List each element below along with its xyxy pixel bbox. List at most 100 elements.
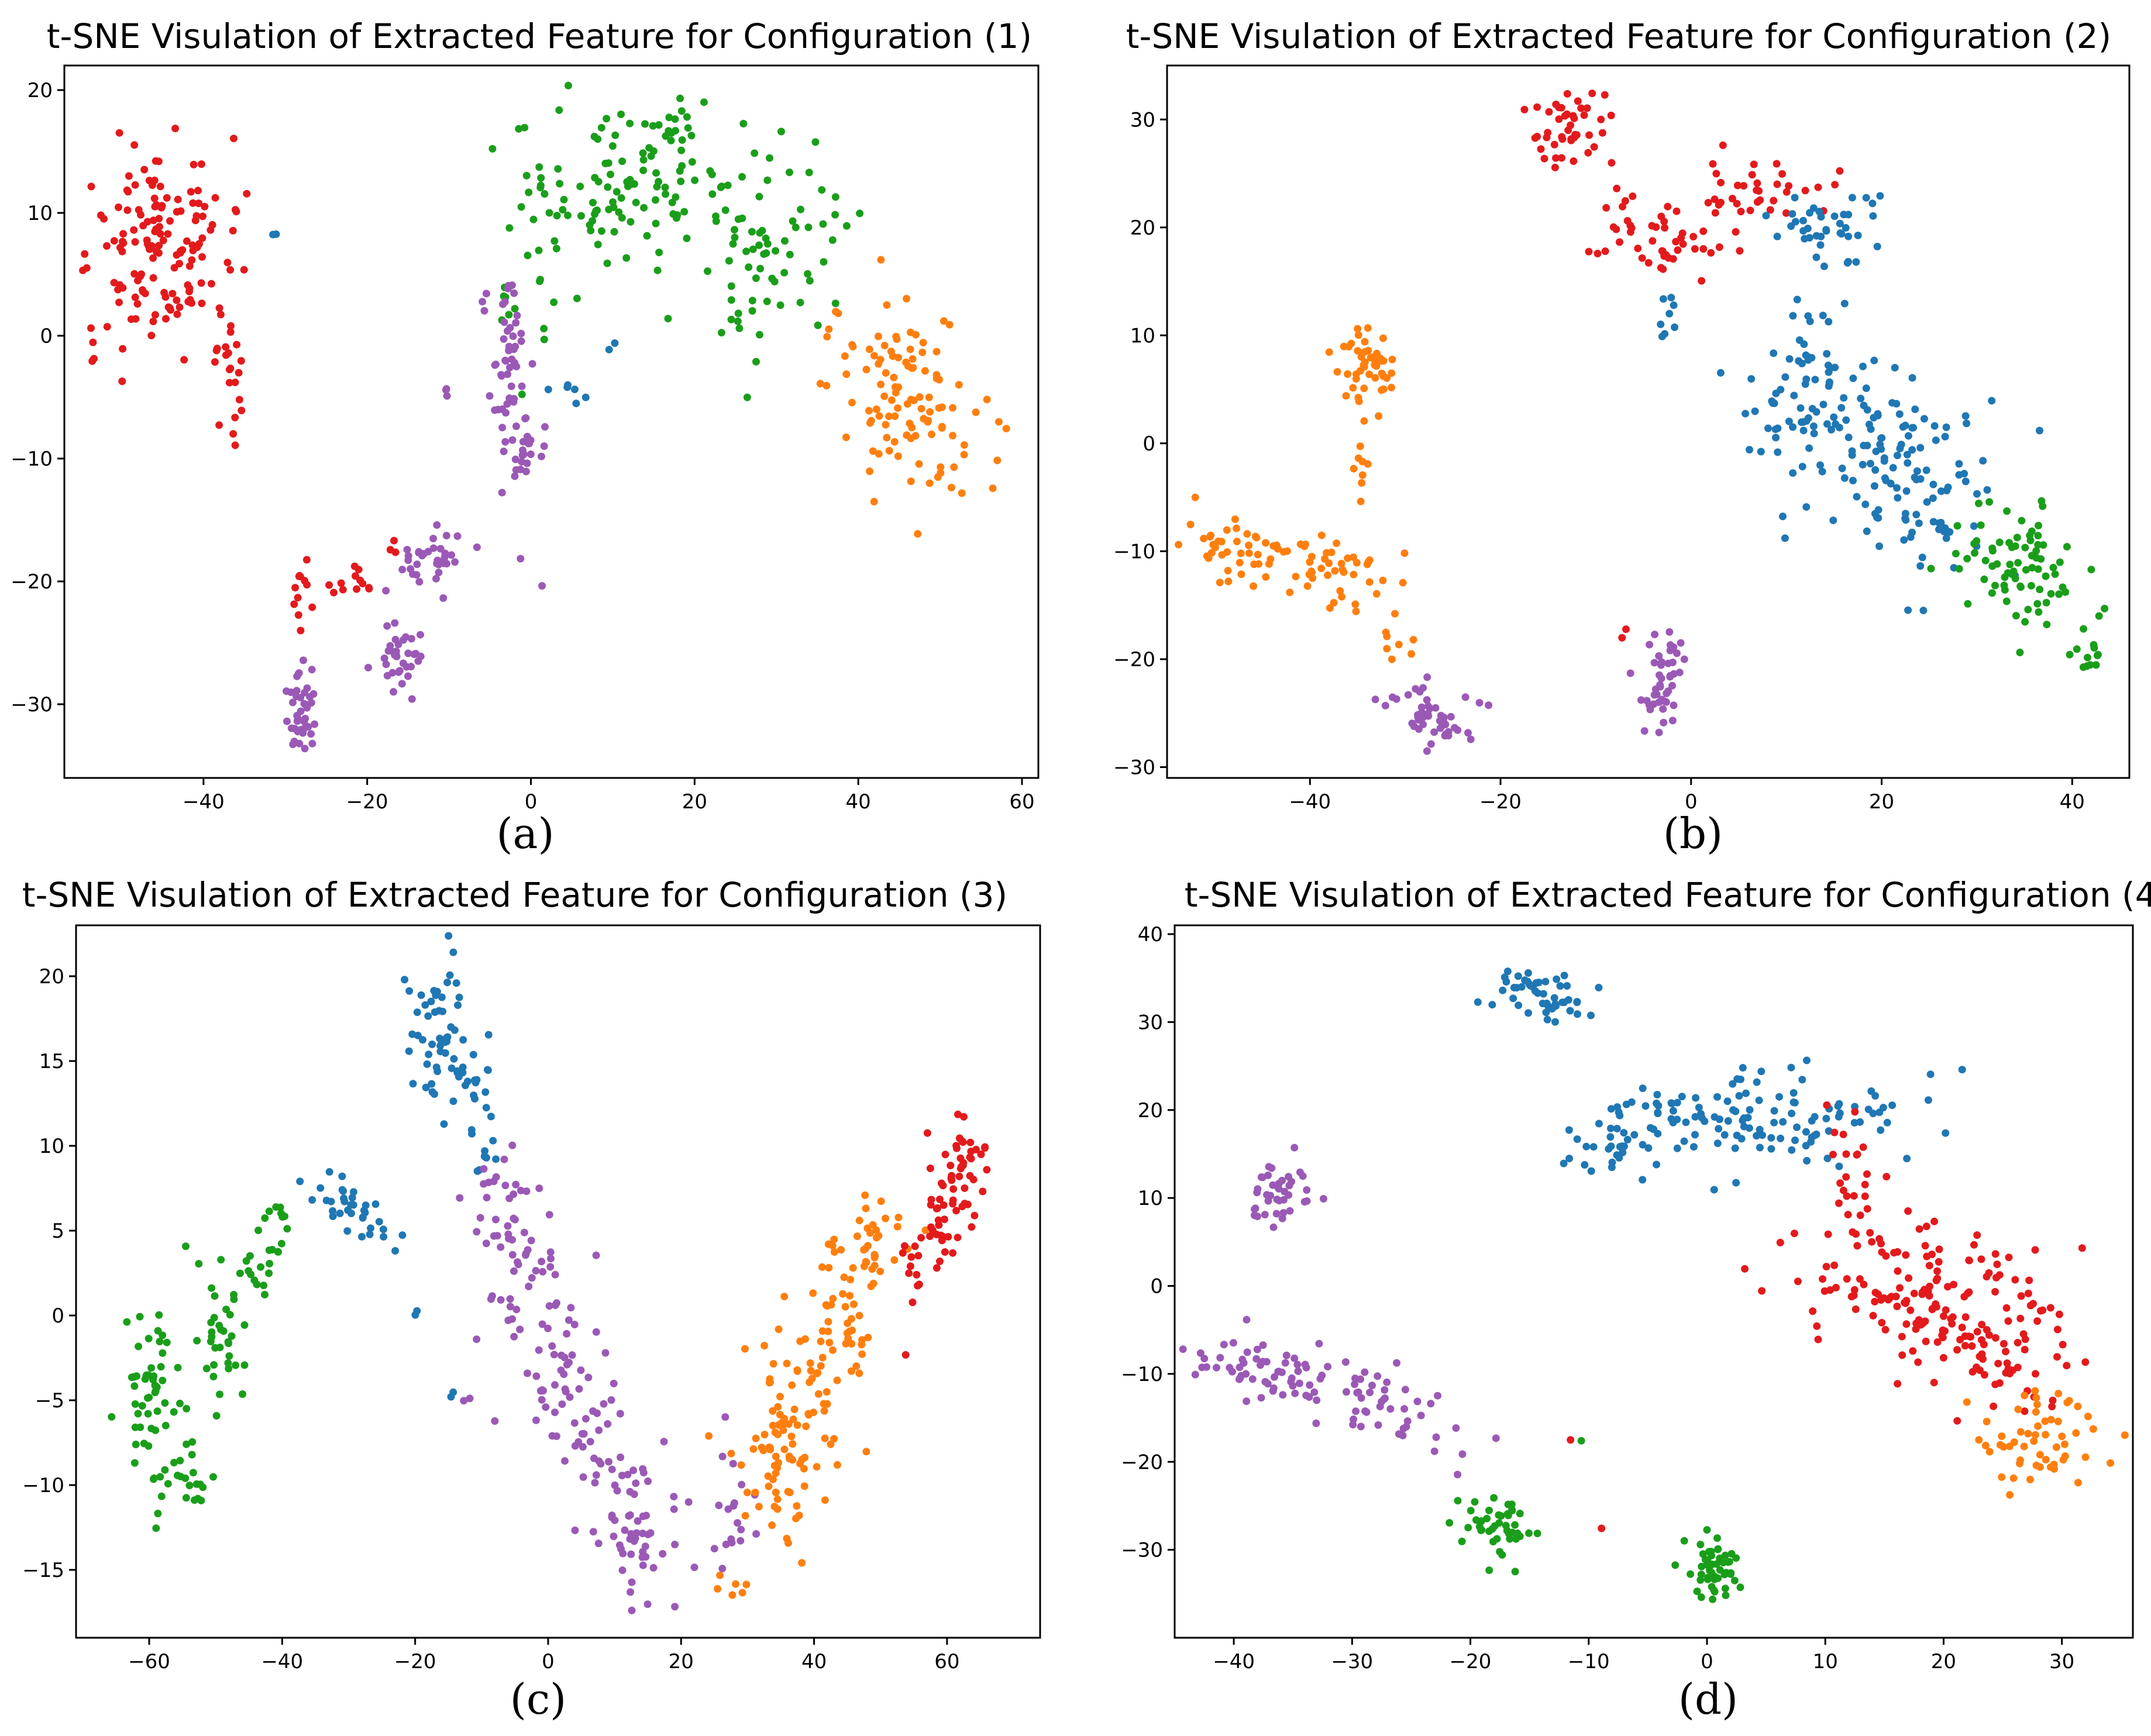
scatter-point [1762, 212, 1770, 220]
scatter-point [1354, 325, 1362, 333]
scatter-point [538, 1396, 546, 1404]
scatter-point [917, 405, 925, 413]
scatter-point [844, 1334, 852, 1342]
scatter-point [1381, 1394, 1389, 1402]
scatter-point [2014, 1406, 2022, 1413]
scatter-point [544, 385, 552, 394]
scatter-point [1830, 1261, 1839, 1269]
scatter-point [157, 1363, 165, 1371]
scatter-point [935, 1196, 944, 1203]
scatter-point [593, 1409, 601, 1417]
scatter-point [727, 282, 735, 290]
scatter-point [1709, 160, 1717, 168]
scatter-point [2080, 625, 2088, 633]
scatter-point [119, 345, 127, 353]
scatter-point [119, 284, 127, 292]
scatter-point [824, 1318, 832, 1326]
scatter-point [1289, 1382, 1297, 1390]
scatter-point [518, 457, 526, 466]
scatter-point [662, 132, 670, 140]
scatter-point [777, 128, 785, 136]
scatter-point [1543, 1001, 1551, 1009]
scatter-point [634, 1517, 642, 1525]
scatter-point [1836, 167, 1844, 175]
scatter-point [825, 325, 833, 333]
scatter-point [2016, 649, 2024, 656]
scatter-point [1983, 1273, 1991, 1281]
scatter-point [1296, 1168, 1304, 1176]
scatter-point [238, 407, 246, 415]
scatter-point [207, 1318, 215, 1327]
scatter-point [627, 218, 635, 226]
scatter-point [266, 1259, 274, 1267]
scatter-point [510, 289, 518, 297]
scatter-point [1454, 1470, 1462, 1479]
scatter-point [1948, 1320, 1956, 1328]
scatter-point [831, 193, 839, 201]
scatter-point [1312, 1419, 1320, 1427]
scatter-point [1894, 1248, 1902, 1256]
scatter-point [2002, 1304, 2011, 1312]
scatter-point [1895, 410, 1904, 418]
scatter-point [1651, 631, 1659, 639]
scatter-point [504, 327, 511, 335]
scatter-point [683, 235, 691, 242]
scatter-point [1902, 1320, 1911, 1328]
scatter-point [1716, 1115, 1723, 1124]
scatter-point [451, 558, 459, 566]
scatter-point [639, 166, 648, 174]
scatter-point [1724, 1117, 1732, 1125]
scatter-point [1254, 550, 1262, 559]
scatter-point [617, 194, 625, 202]
scatter-point [125, 172, 133, 180]
scatter-point [1379, 334, 1387, 342]
scatter-point [938, 424, 946, 432]
scatter-point [627, 1530, 635, 1538]
scatter-point [1665, 309, 1674, 318]
scatter-point [1874, 410, 1882, 418]
scatter-point [1504, 1500, 1512, 1508]
scatter-point [229, 226, 237, 235]
scatter-point [124, 188, 132, 196]
scatter-point [565, 1316, 573, 1324]
scatter-point [818, 1353, 827, 1362]
scatter-point [308, 1196, 316, 1204]
scatter-point [869, 1279, 877, 1287]
scatter-point [471, 1076, 479, 1084]
scatter-point [1777, 1134, 1785, 1142]
scatter-point [240, 1321, 249, 1329]
scatter-point [532, 1416, 540, 1424]
scatter-point [1861, 1180, 1869, 1189]
scatter-point [1580, 111, 1588, 119]
scatter-point [1977, 521, 1985, 529]
scatter-point [731, 233, 739, 242]
scatter-point [727, 1449, 735, 1458]
scatter-point [1555, 115, 1563, 123]
scatter-point [917, 1234, 925, 1242]
scatter-point [673, 211, 682, 219]
scatter-point [1471, 1498, 1479, 1506]
scatter-point [1918, 553, 1926, 562]
scatter-point [1737, 1075, 1744, 1083]
scatter-point [417, 631, 424, 639]
scatter-point [174, 195, 182, 204]
scatter-point [405, 987, 414, 995]
scatter-point [1269, 1384, 1278, 1392]
scatter-point [1891, 364, 1899, 372]
scatter-point [1644, 259, 1653, 267]
scatter-point [1842, 416, 1850, 424]
scatter-point [308, 603, 316, 611]
scatter-point [1803, 1157, 1811, 1165]
scatter-point [742, 1580, 751, 1589]
scatter-point [906, 345, 914, 353]
scatter-point [424, 1012, 432, 1020]
scatter-point [183, 1440, 191, 1448]
scatter-point [864, 1334, 872, 1342]
scatter-point [1970, 522, 1978, 530]
scatter-point [1223, 526, 1231, 534]
scatter-point [281, 1213, 288, 1220]
scatter-point [1306, 1381, 1314, 1389]
scatter-point [1839, 1186, 1847, 1194]
scatter-point [1296, 540, 1305, 548]
scatter-point [833, 1376, 841, 1384]
